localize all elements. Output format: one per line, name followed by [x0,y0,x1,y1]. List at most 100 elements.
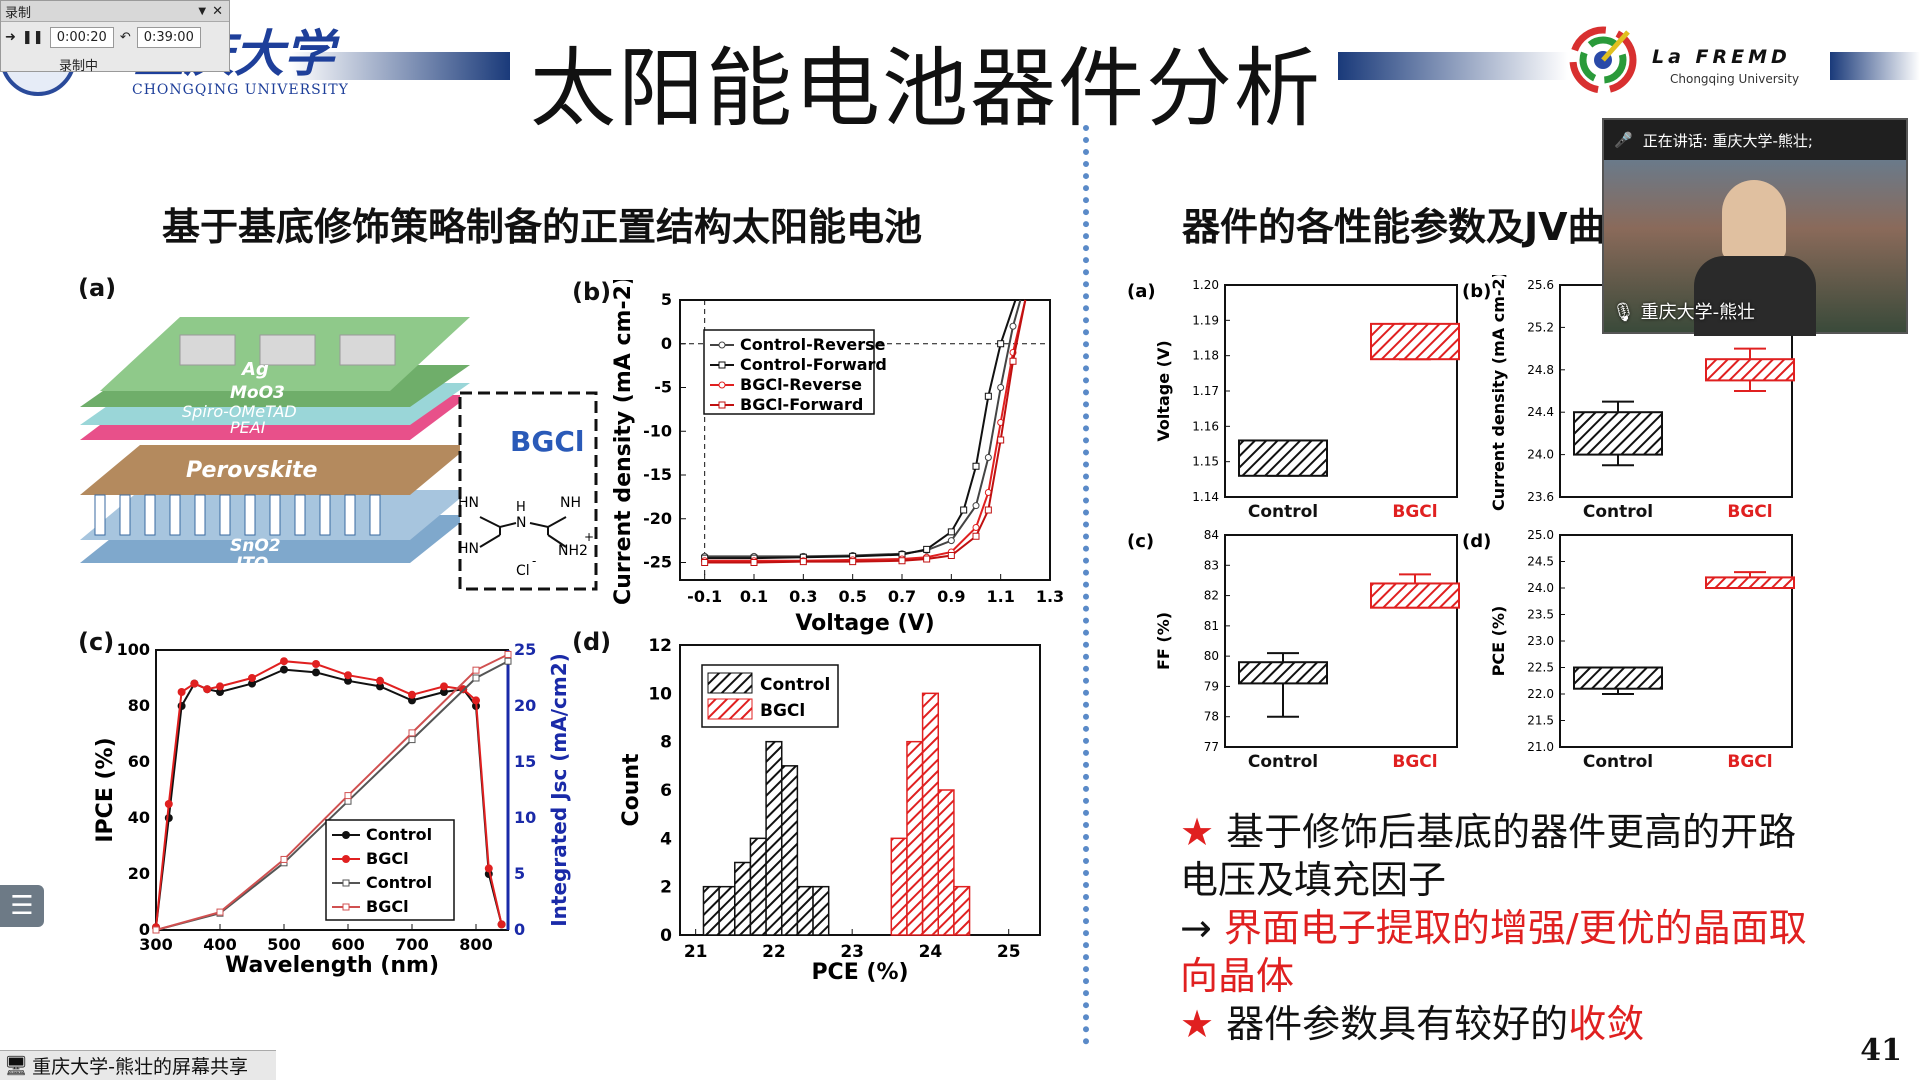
ipce-point [248,674,256,682]
box-body [1573,411,1663,456]
undo-icon[interactable]: ↶ [119,29,131,45]
jv-point [997,340,1005,348]
box-category-label: BGCl [1727,502,1772,522]
legend-entry: Control [760,675,830,695]
panel-a-label: (a) [78,274,117,302]
legend-entry: Control [366,873,432,892]
y-tick-label: 25.6 [1527,278,1554,292]
ipce-point [376,676,384,685]
recorder-titlebar[interactable]: 录制 ▼ ✕ [1,1,229,22]
jv-point [972,524,980,531]
lab-sub: Chongqing University [1670,72,1800,86]
chem-hn-top: HN [458,495,479,511]
legend-marker [718,401,726,409]
menu-icon[interactable]: ☰ [0,885,44,927]
star-icon: ★ [1180,1002,1215,1046]
box-category-label: BGCl [1392,752,1437,772]
legend-swatch [707,672,753,694]
legend-entry: Control [366,825,432,844]
box-plot-current: (b) 23.6 24.0 24.4 24.8 25.2 25.6 Current densi… [1462,275,1795,522]
legend-marker [342,831,350,839]
ipce-point [408,736,416,744]
arrow-right-icon[interactable]: ➜ [5,29,16,45]
jv-point [701,559,709,566]
right-subtitle: 器件的各性能参数及JV曲 [1182,205,1606,249]
y-tick-label: 24.0 [1527,581,1554,595]
y-tick-label: 80 [128,696,150,715]
y2-tick-label: 5 [514,864,525,883]
ipce-point [440,682,448,691]
close-icon[interactable]: ✕ [212,3,223,19]
panel-c-label: (c) [78,628,115,656]
y-tick-label: 21.5 [1527,714,1554,728]
ipce-point [216,908,224,916]
lab-logo-icon [1569,26,1637,94]
arrow-icon: → [1180,906,1224,950]
x-tick-label: 1.3 [1036,587,1064,606]
box-panel-label: (b) [1462,281,1491,302]
molecule-box [458,391,598,591]
jv-line-2 [704,299,1027,562]
y-tick-label: 81 [1204,619,1219,633]
section-divider [1083,125,1089,1045]
y-tick-label: 2 [660,878,672,898]
note-3: ★ 器件参数具有较好的收敛 [1180,1000,1820,1048]
y-tick-label: 24.0 [1527,448,1554,462]
y-tick-label: -25 [643,553,672,572]
legend-marker [718,381,726,389]
box-category-label: BGCl [1392,502,1437,522]
y2-tick-label: 0 [514,920,525,939]
x-tick-label: 24 [919,942,943,962]
y-tick-label: -5 [654,378,672,397]
y-tick-label: 24.4 [1527,405,1554,419]
x-axis-label: Wavelength (nm) [225,953,439,978]
jv-line-3 [704,299,1027,564]
histogram-bar [749,837,767,936]
ipce-point [344,792,352,800]
y-axis-label: Voltage (V) [1154,340,1173,441]
screen-share-bar[interactable]: 🖥 重庆大学-熊壮的屏幕共享 [0,1050,276,1080]
jv-chart: -0.1 0.1 0.3 0.5 0.7 0.9 1.1 1.3 5 0 -5 -10 -15 -20 -2… [611,280,1064,636]
y-tick-label: 12 [648,636,672,656]
y-axis-label: Current density (mA cm-2) [611,280,636,605]
x-tick-label: 300 [139,935,172,954]
y-tick-label: 23.6 [1527,490,1554,504]
jv-point [947,528,955,536]
header-right-bar [1830,52,1920,80]
ipce-point [280,657,288,666]
star-icon: ★ [1180,810,1215,854]
y-tick-label: 83 [1204,558,1219,572]
recorder-widget[interactable]: 录制 ▼ ✕ ➜ ❚❚ 0:00:20 ↶ 0:39:00 录制中 [0,0,230,74]
speaker-avatar [1722,180,1786,260]
ipce-point [152,926,160,934]
chevron-down-icon[interactable]: ▼ [198,5,207,17]
ipce-point [280,855,288,863]
box-body [1705,576,1795,590]
y-tick-label: -20 [643,509,672,528]
chem-n: N [516,515,526,531]
video-window[interactable]: 🎤 正在讲话: 重庆大学-熊壮; 🎙 重庆大学-熊壮 [1602,118,1908,336]
chem-h: H [516,500,526,515]
y-tick-label: 84 [1204,528,1219,542]
y-tick-label: 82 [1204,589,1219,603]
histogram-bar [812,885,830,936]
y-tick-label: 77 [1204,740,1219,754]
histogram-bar [718,885,736,936]
y-tick-label: 0 [139,920,150,939]
mic-muted-icon[interactable]: 🎤 [1614,131,1633,149]
jv-point [984,454,992,461]
jv-point [997,436,1005,444]
histogram-bar [937,789,955,936]
y-axis-label: Current density (mA cm-2) [1489,275,1508,511]
ag-electrode [339,334,396,366]
x-tick-label: 23 [840,942,864,962]
ipce-point [203,685,212,694]
y-tick-label: 8 [660,733,672,753]
x-tick-label: 1.1 [986,587,1014,606]
legend-entry: BGCl [366,897,409,916]
y-tick-label: 78 [1204,710,1219,724]
screen-share-icon: 🖥 [4,1055,29,1077]
pause-icon[interactable]: ❚❚ [21,29,44,45]
box-body [1370,322,1460,361]
x-tick-label: 0.9 [937,587,965,606]
